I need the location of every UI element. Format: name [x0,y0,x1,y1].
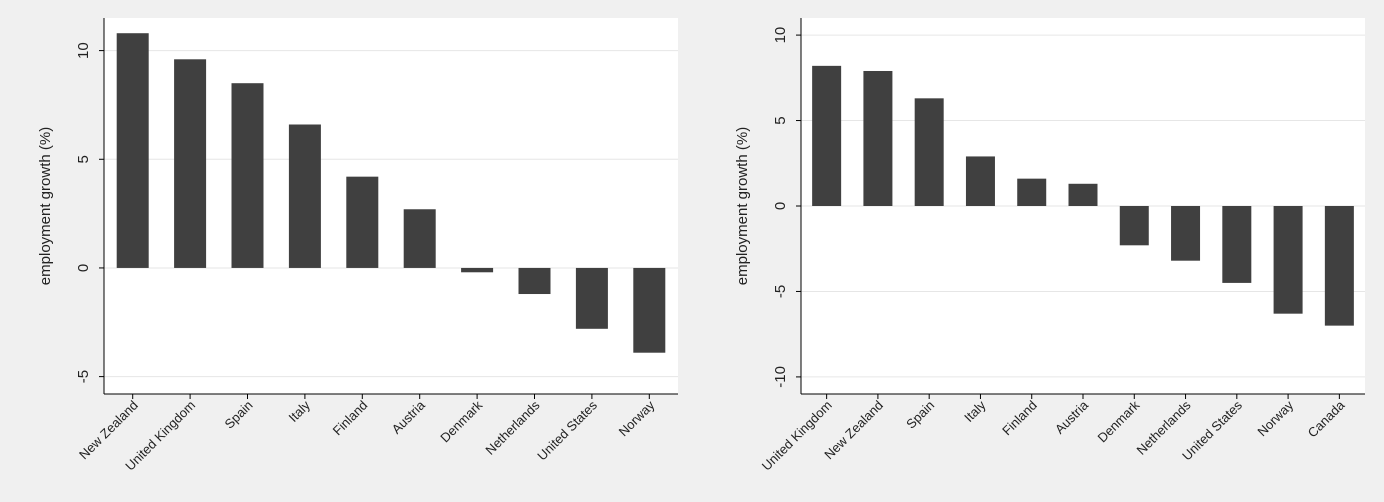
y-tick-label: -10 [772,366,789,388]
y-tick-label: 0 [772,202,789,210]
bar-netherlands [518,267,551,295]
y-tick-label: 0 [75,264,92,272]
y-tick-label: 10 [772,27,789,44]
x-tick-label: Norway [616,397,658,439]
x-tick-label: Italy [286,397,314,425]
bar-norway [1273,206,1303,314]
x-tick-label: Austria [1052,397,1092,437]
bar-italy [965,156,995,206]
x-tick-label: Finland [999,398,1040,439]
bar-denmark [1119,206,1149,246]
bar-united-kingdom [812,65,842,206]
x-tick-label: Finland [330,398,371,439]
bar-finland [346,176,379,268]
y-tick-label: -5 [75,370,92,383]
x-tick-label: Netherlands [482,397,543,458]
x-tick-label: Spain [903,398,937,432]
y-tick-label: -5 [772,285,789,298]
bar-united-states [575,267,608,329]
bar-netherlands [1171,206,1201,261]
bar-united-states [1222,206,1252,283]
bar-denmark [461,267,494,273]
y-axis-title: employment growth (%) [37,127,54,285]
bar-norway [633,267,666,353]
x-tick-label: Norway [1254,397,1296,439]
x-tick-label: New Zealand [76,398,141,463]
y-axis-title: employment growth (%) [734,127,751,285]
bar-spain [914,98,944,206]
x-tick-label: United States [534,397,600,463]
bar-austria [1068,183,1098,206]
x-tick-label: Spain [222,398,256,432]
y-tick-label: 10 [75,42,92,59]
y-tick-label: 5 [772,116,789,124]
bar-austria [403,209,436,268]
bar-italy [288,124,321,268]
bar-finland [1017,178,1047,206]
x-tick-label: Canada [1305,397,1348,440]
bar-new-zealand [863,70,893,207]
bar-canada [1324,206,1354,326]
y-tick-label: 5 [75,155,92,163]
x-tick-label: Denmark [1094,397,1142,445]
bar-spain [231,83,264,268]
x-tick-label: Austria [389,397,429,437]
bar-new-zealand [116,33,149,268]
x-tick-label: Italy [961,397,989,425]
x-tick-label: Denmark [437,397,485,445]
x-tick-label: United Kingdom [759,398,835,474]
bar-united-kingdom [174,59,207,268]
